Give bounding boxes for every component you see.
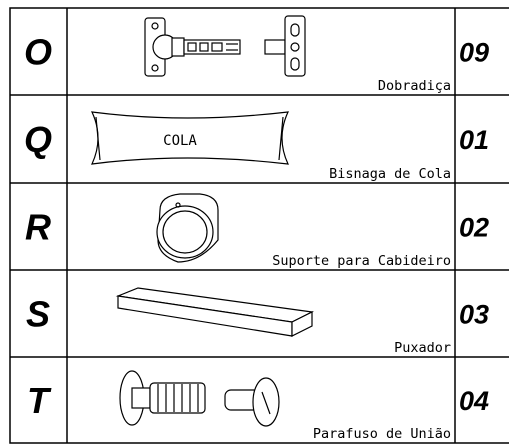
- hinge-icon: [144, 15, 306, 77]
- union-screw-icon: [119, 370, 280, 427]
- part-name: Parafuso de União: [313, 426, 451, 442]
- part-name: Dobradiça: [378, 78, 451, 94]
- part-name: Puxador: [394, 340, 451, 356]
- glue-tube-icon: [91, 111, 289, 165]
- part-quantity: 01: [459, 125, 489, 155]
- part-letter: R: [25, 207, 51, 248]
- part-quantity: 04: [459, 386, 489, 416]
- part-name: Bisnaga de Cola: [329, 166, 451, 182]
- rod-support-icon: [156, 193, 219, 263]
- table-grid: [9, 7, 509, 444]
- part-letter: O: [24, 32, 52, 73]
- tube-label: COLA: [163, 133, 197, 149]
- part-letter: Q: [24, 119, 52, 160]
- part-letter: S: [26, 294, 50, 335]
- part-name: Suporte para Cabideiro: [272, 253, 451, 269]
- part-quantity: 02: [459, 213, 489, 243]
- part-letter: T: [27, 380, 52, 421]
- part-quantity: 03: [459, 300, 489, 330]
- handle-icon: [115, 287, 315, 337]
- part-quantity: 09: [459, 38, 489, 68]
